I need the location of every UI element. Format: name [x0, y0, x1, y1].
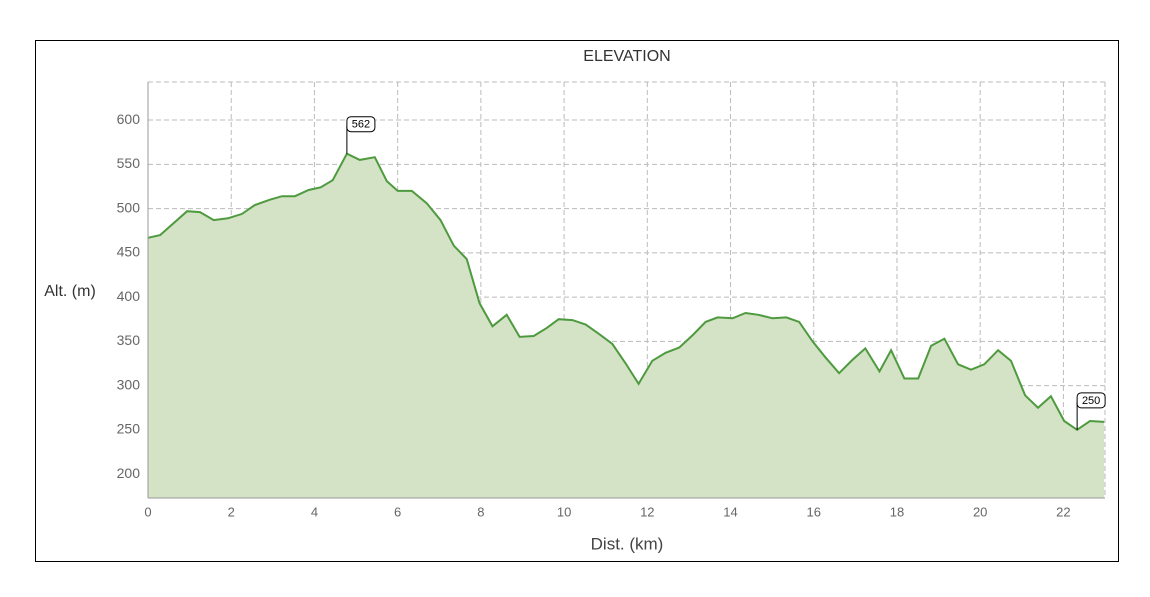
x-tick-label: 2	[228, 504, 235, 519]
y-tick-label: 300	[117, 376, 141, 392]
x-tick-label: 22	[1056, 504, 1070, 519]
annotation-box	[1076, 392, 1106, 409]
x-tick-label: 8	[477, 504, 484, 519]
y-tick-label: 350	[117, 332, 141, 348]
x-tick-label: 16	[807, 504, 821, 519]
y-tick-label: 550	[117, 155, 141, 171]
annotation-label: 250	[1082, 395, 1100, 407]
y-tick-label: 500	[117, 199, 141, 215]
area	[148, 153, 1105, 498]
annotation-box	[346, 116, 376, 133]
x-tick-label: 14	[723, 504, 737, 519]
line	[147, 152, 1105, 432]
x-tick-label: 20	[973, 504, 987, 519]
x-tick-label: 6	[394, 504, 401, 519]
x-tick-label: 10	[557, 504, 571, 519]
y-tick-label: 400	[117, 288, 141, 304]
y-tick-label: 600	[117, 111, 141, 127]
y-tick-label: 250	[117, 421, 141, 437]
chart-title: ELEVATION	[583, 48, 670, 65]
x-tick-label: 0	[144, 504, 151, 519]
x-tick-label: 18	[890, 504, 904, 519]
x-axis-title: Dist. (km)	[591, 534, 664, 553]
x-tick-label: 4	[311, 504, 318, 519]
y-tick-label: 200	[117, 465, 141, 481]
y-axis-title: Alt. (m)	[44, 283, 96, 300]
y-tick-label: 450	[117, 244, 141, 260]
annotation-label: 562	[352, 119, 370, 131]
x-tick-label: 12	[640, 504, 654, 519]
